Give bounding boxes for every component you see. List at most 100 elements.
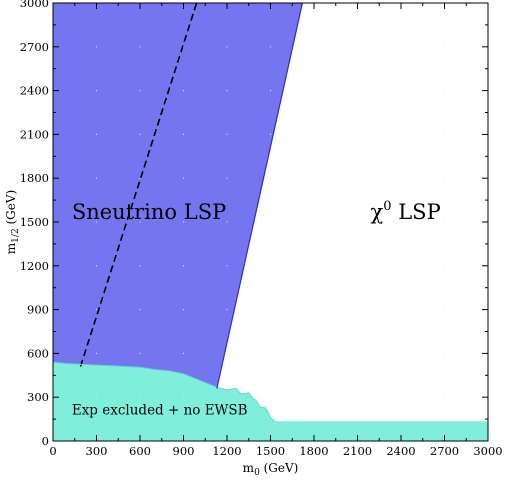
grid-dot-shadow [357,90,358,92]
grid-dot-shadow [357,133,358,135]
grid-dot-shadow [400,265,402,267]
grid-dot-shadow [400,177,402,179]
grid-dot-shadow [139,396,141,398]
annotation-exp-excluded-no-ewsb: Exp excluded + no EWSB [72,403,248,419]
grid-dot-shadow [139,352,141,354]
grid-dot-shadow [183,309,184,311]
grid-dot-shadow [226,221,228,223]
labels-layer: 0 300 600 900 1200 1500 1800 2100 2400 2700 3000 0 3… [4,0,503,478]
y-tick-label: 1800 [20,171,49,185]
grid-dot-shadow [313,133,315,135]
grid-dot-shadow [313,221,315,223]
grid-dot-shadow [183,90,184,92]
grid-dot-shadow [444,90,445,92]
y-tick-label: 2400 [20,84,49,98]
grid-dot-shadow [357,221,358,223]
grid-dot-shadow [270,177,271,179]
grid-dot-shadow [444,309,445,311]
grid-dot-shadow [226,90,228,92]
grid-dot-shadow [444,46,445,48]
regions-layer [53,3,488,441]
x-tick-label: 1500 [256,444,285,458]
grid-dot-shadow [357,265,358,267]
x-tick-label: 1200 [212,444,241,458]
x-tick-label: 2400 [386,444,415,458]
grid-dot-shadow [183,265,184,267]
grid-dot-shadow [313,396,315,398]
y-tick-label: 3000 [20,0,49,10]
annotation-sneutrino-lsp: Sneutrino LSP [72,200,226,224]
x-axis-title: m0 (GeV) [243,461,299,478]
grid-dot-shadow [400,396,402,398]
grid-dot-shadow [313,352,315,354]
grid-dot-shadow [183,396,184,398]
grid-dot-shadow [226,352,228,354]
grid-dot-shadow [313,90,315,92]
grid-dot-shadow [96,46,97,48]
grid-dot-shadow [139,309,141,311]
grid-dot-shadow [139,133,141,135]
x-tick-label: 900 [173,444,195,458]
grid-dot-shadow [226,309,228,311]
ticks-layer [52,2,489,442]
x-tick-label: 3000 [473,444,502,458]
grid-dot-shadow [270,309,271,311]
y-axis-title-group: m1/2 (GeV) [4,190,21,254]
y-tick-label: 900 [27,303,49,317]
grid-dot-shadow [313,46,315,48]
grid-dot-shadow [183,352,184,354]
grid-dot-shadow [139,90,141,92]
grid-dot-shadow [313,265,315,267]
x-tick-label: 600 [129,444,151,458]
grid-dot-shadow [444,177,445,179]
series-line-dashed [79,3,198,367]
grid-dot-shadow [270,90,271,92]
grid-dot-shadow [139,265,141,267]
annotation-chi0-lsp: χ0 LSP [371,199,441,224]
grid-dot-shadow [270,221,271,223]
grid-dot-shadow [444,133,445,135]
y-tick-label: 1200 [20,259,49,273]
grid-dot-shadow [444,265,445,267]
grid-dot-shadow [400,221,402,223]
series-layer [53,3,303,422]
x-tick-label: 1800 [299,444,328,458]
grid-dot-shadow [444,352,445,354]
region-edge-line [216,3,303,389]
grid-dot-shadow [270,265,271,267]
grid-dot-shadow [270,46,271,48]
x-tick-label: 0 [49,444,56,458]
grid-dot-shadow [400,90,402,92]
y-tick-label: 600 [27,346,49,360]
grid-dot-shadow [444,396,445,398]
grid-dot-shadow [226,177,228,179]
grid-dot-shadow [96,352,97,354]
grid-dot-shadow [96,309,97,311]
grid-dot-shadow [226,46,228,48]
y-tick-label: 300 [27,390,49,404]
grid-dot-shadow [400,133,402,135]
grid-dot-shadow [400,309,402,311]
y-tick-label: 1500 [20,215,49,229]
grid-dot-shadow [139,177,141,179]
grid-dot-shadow [313,177,315,179]
grid-dot-shadow [96,265,97,267]
grid-dot-shadow [357,396,358,398]
grid-dot-shadow [270,352,271,354]
grid-dot-shadow [183,221,184,223]
y-tick-label: 2100 [20,127,49,141]
region-exp-excluded-no-ewsb [53,362,488,441]
grid-dot-shadow [183,177,184,179]
grid-dot-shadow [357,309,358,311]
x-tick-label: 2100 [343,444,372,458]
grid-dot-shadow [270,396,271,398]
region-boundary-line [53,361,276,422]
grid-layer [95,46,446,398]
grid-dot-shadow [226,396,228,398]
grid-dot-shadow [96,396,97,398]
grid-dot-shadow [270,133,271,135]
grid-dot-shadow [313,309,315,311]
x-tick-label: 300 [86,444,108,458]
y-tick-label: 2700 [20,40,49,54]
